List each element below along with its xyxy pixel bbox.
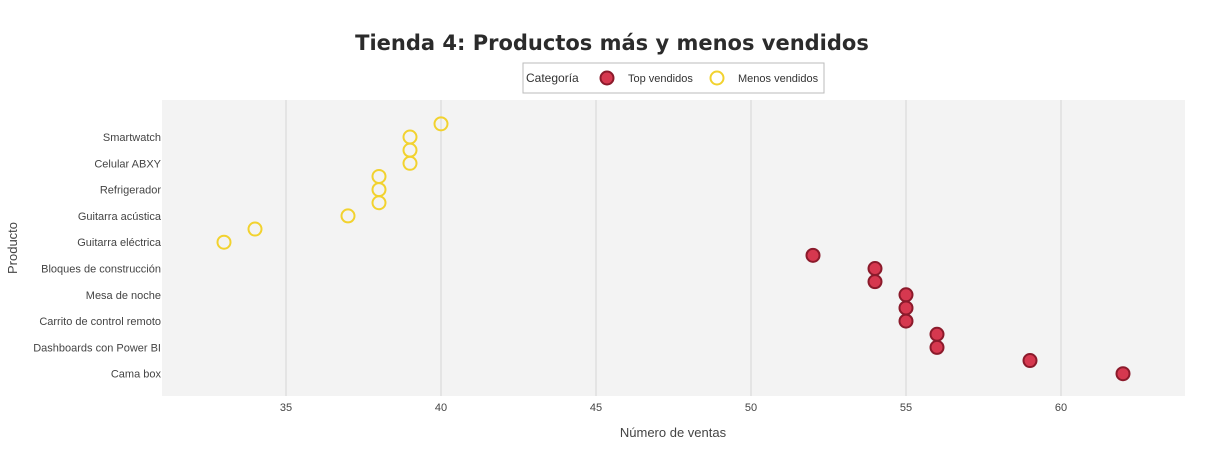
y-tick-label: Guitarra eléctrica bbox=[77, 237, 162, 249]
y-tick-label: Smartwatch bbox=[103, 132, 161, 144]
y-tick-label: Bloques de construcción bbox=[41, 264, 161, 276]
y-axis-title: Producto bbox=[5, 222, 20, 274]
chart-title: Tienda 4: Productos más y menos vendidos bbox=[355, 31, 869, 55]
legend-label-top-vendidos[interactable]: Top vendidos bbox=[628, 73, 693, 85]
x-axis-title: Número de ventas bbox=[620, 425, 727, 440]
menos-vendidos-point[interactable] bbox=[402, 155, 418, 171]
legend: Categoría Top vendidos Menos vendidos bbox=[522, 62, 825, 94]
top-vendidos-point[interactable] bbox=[1022, 353, 1038, 369]
top-vendidos-point[interactable] bbox=[898, 300, 914, 316]
x-tick-label: 50 bbox=[745, 402, 757, 414]
top-vendidos-point[interactable] bbox=[1115, 366, 1131, 382]
top-vendidos-point[interactable] bbox=[867, 274, 883, 290]
y-tick-label: Mesa de noche bbox=[86, 290, 161, 302]
y-tick-label: Celular ABXY bbox=[94, 158, 161, 170]
y-tick-label: Carrito de control remoto bbox=[39, 316, 161, 328]
top-vendidos-point[interactable] bbox=[898, 287, 914, 303]
data-points bbox=[216, 116, 1131, 382]
plot-area bbox=[162, 100, 1185, 396]
menos-vendidos-point[interactable] bbox=[340, 208, 356, 224]
y-axis-ticks: Smartwatch Celular ABXY Refrigerador Guitar… bbox=[33, 132, 162, 381]
top-vendidos-point[interactable] bbox=[898, 313, 914, 329]
legend-title: Categoría bbox=[526, 71, 579, 85]
menos-vendidos-point[interactable] bbox=[371, 195, 387, 211]
x-tick-label: 40 bbox=[435, 402, 447, 414]
x-tick-label: 60 bbox=[1055, 402, 1067, 414]
grid-lines bbox=[285, 100, 1062, 396]
y-tick-label: Dashboards con Power BI bbox=[33, 342, 161, 354]
x-tick-label: 55 bbox=[900, 402, 912, 414]
y-tick-label: Refrigerador bbox=[100, 185, 161, 197]
x-axis-ticks: 35 40 45 50 55 60 bbox=[280, 402, 1067, 414]
x-tick-label: 35 bbox=[280, 402, 292, 414]
top-vendidos-point[interactable] bbox=[867, 261, 883, 276]
menos-vendidos-point[interactable] bbox=[433, 116, 449, 132]
y-tick-label: Guitarra acústica bbox=[78, 211, 162, 223]
menos-vendidos-point[interactable] bbox=[216, 234, 232, 250]
y-tick-label: Cama box bbox=[111, 369, 162, 381]
top-vendidos-point[interactable] bbox=[929, 326, 945, 342]
x-tick-label: 45 bbox=[590, 402, 602, 414]
legend-box bbox=[522, 62, 825, 94]
menos-vendidos-point[interactable] bbox=[247, 221, 263, 237]
legend-marker-top-vendidos[interactable] bbox=[599, 70, 615, 86]
top-vendidos-point[interactable] bbox=[929, 339, 945, 355]
top-vendidos-point[interactable] bbox=[805, 247, 821, 263]
legend-marker-menos-vendidos[interactable] bbox=[709, 70, 725, 86]
legend-label-menos-vendidos[interactable]: Menos vendidos bbox=[738, 73, 819, 85]
